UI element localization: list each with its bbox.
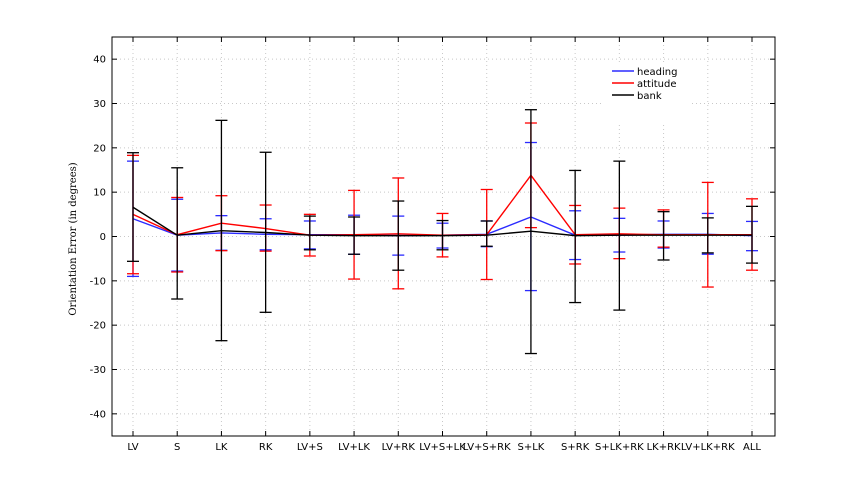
- x-tick-label: S+RK: [561, 442, 590, 453]
- x-tick-label: LK: [215, 442, 228, 453]
- series-line-bank: [132, 206, 752, 237]
- axes: -40 -30 -20 -10 0 10 20 30 40 LV S LK RK LV+S LV+LK LV+…: [90, 36, 776, 453]
- y-tick-label: -20: [90, 321, 106, 332]
- x-tick-label: LV+S: [297, 442, 323, 453]
- x-tick-label: LK+RK: [647, 442, 681, 453]
- y-tick-label: 10: [93, 188, 106, 199]
- x-tick-label: S: [174, 442, 180, 453]
- y-tick-label: -30: [90, 365, 106, 376]
- x-tick-label: LV+LK+RK: [681, 442, 735, 453]
- plot-frame: [111, 36, 776, 437]
- legend: heading attitude bank: [602, 62, 692, 124]
- x-tick-label: S+LK: [517, 442, 544, 453]
- y-tick-label: 40: [93, 55, 106, 66]
- x-tick-label: ALL: [743, 442, 761, 453]
- y-tick-label: 20: [93, 143, 106, 154]
- x-tick-label: LV: [127, 442, 138, 453]
- x-tick-label: LV+RK: [382, 442, 416, 453]
- x-tick-label: RK: [259, 442, 273, 453]
- y-tick-label: -40: [90, 409, 106, 420]
- x-tick-label: LV+LK: [338, 442, 370, 453]
- x-tick-label: S+LK+RK: [595, 442, 644, 453]
- legend-label-bank: bank: [637, 91, 662, 102]
- y-tick-label: 0: [100, 232, 106, 243]
- legend-label-heading: heading: [637, 67, 677, 78]
- legend-label-attitude: attitude: [637, 79, 677, 90]
- y-axis-label: Orientation Error (in degrees): [68, 162, 79, 315]
- x-tick-label: LV+S+RK: [463, 442, 511, 453]
- x-tick-label: LV+S+LK: [419, 442, 466, 453]
- series-layer: [127, 109, 758, 355]
- y-tick-label: -10: [90, 276, 106, 287]
- series-bank: [127, 109, 758, 355]
- legend-box: [602, 62, 692, 124]
- y-tick-label: 30: [93, 99, 106, 110]
